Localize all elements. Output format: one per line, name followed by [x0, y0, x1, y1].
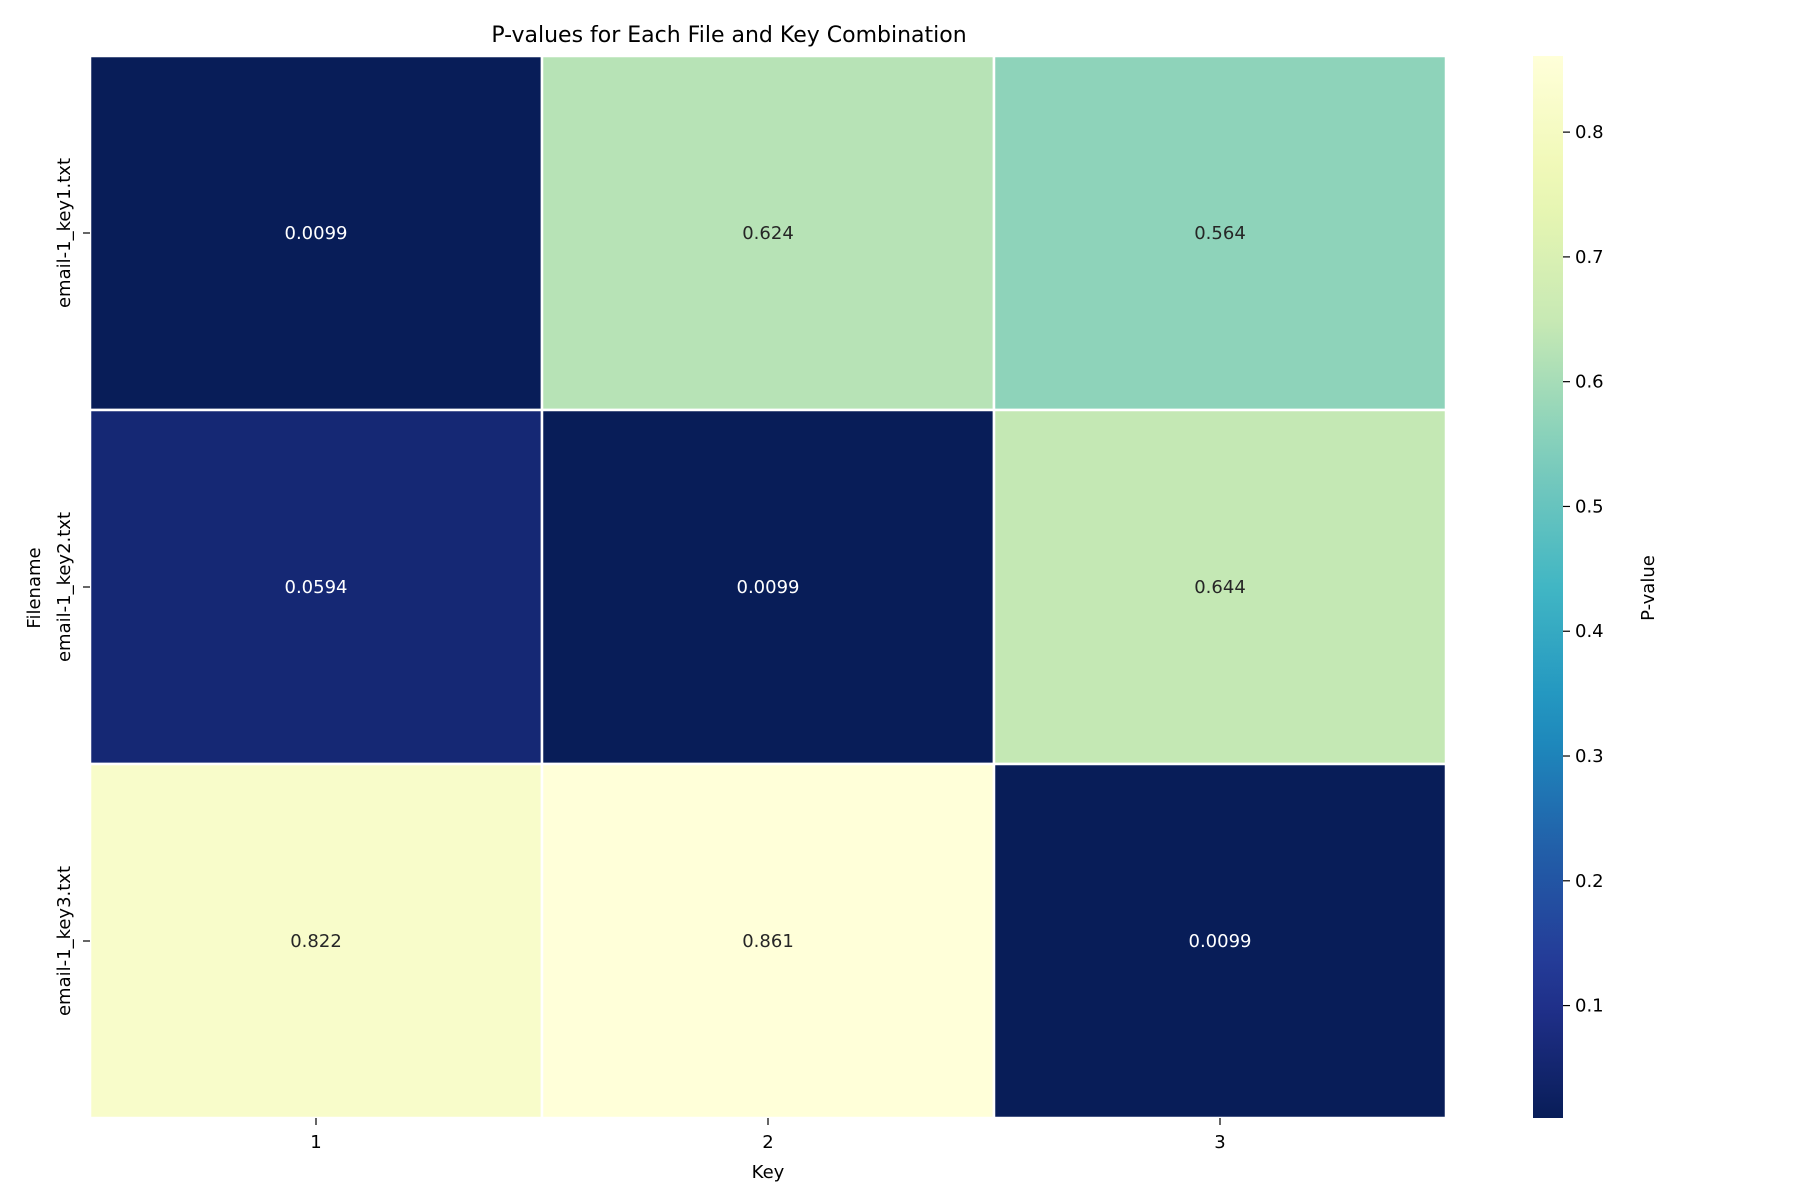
- cell-value-label: 0.822: [290, 931, 342, 952]
- x-tick-label: 1: [310, 1132, 321, 1153]
- heatmap-cell: [540, 408, 996, 766]
- cell-value-label: 0.861: [742, 931, 794, 952]
- y-axis-label: Filename: [24, 547, 45, 628]
- heatmap-cell: [88, 54, 544, 412]
- cell-value-label: 0.564: [1194, 223, 1246, 244]
- colorbar-tick-label: 0.6: [1575, 372, 1604, 393]
- heatmap-cell: [992, 408, 1448, 766]
- x-axis-ticks: 1 2 3: [310, 1118, 1226, 1153]
- heatmap-cell: [88, 762, 544, 1120]
- x-tick-label: 3: [1214, 1132, 1225, 1153]
- heatmap-cell: [540, 54, 996, 412]
- colorbar-tick-label: 0.8: [1575, 122, 1604, 143]
- cell-value-label: 0.0099: [737, 577, 800, 598]
- chart-title: P-values for Each File and Key Combinati…: [491, 23, 966, 48]
- heatmap-cell: [88, 408, 544, 766]
- x-tick-label: 2: [762, 1132, 773, 1153]
- y-axis-ticks: email-1_key1.txt email-1_key2.txt email-1_…: [54, 158, 90, 1016]
- cell-value-label: 0.0594: [285, 577, 348, 598]
- colorbar-tick-label: 0.7: [1575, 247, 1604, 268]
- colorbar: [1533, 56, 1563, 1118]
- heatmap-cell: [540, 762, 996, 1120]
- cell-value-label: 0.0099: [285, 223, 348, 244]
- colorbar-tick-label: 0.1: [1575, 996, 1604, 1017]
- cell-value-label: 0.0099: [1189, 931, 1252, 952]
- cell-value-label: 0.624: [742, 223, 794, 244]
- cell-value-label: 0.644: [1194, 577, 1246, 598]
- colorbar-tick-label: 0.5: [1575, 496, 1604, 517]
- heatmap-cells: 0.0099 0.624 0.564 0.0594 0.0099 0.644 0.822 0.…: [88, 54, 1448, 1120]
- colorbar-tick-label: 0.4: [1575, 621, 1604, 642]
- y-tick-label: email-1_key1.txt: [54, 158, 75, 308]
- colorbar-tick-label: 0.2: [1575, 871, 1604, 892]
- colorbar-ticks: 0.1 0.2 0.3 0.4 0.5 0.6 0.7 0.8: [1563, 122, 1604, 1017]
- y-tick-label: email-1_key3.txt: [54, 866, 75, 1016]
- colorbar-label: P-value: [1638, 555, 1659, 621]
- y-tick-label: email-1_key2.txt: [54, 512, 75, 662]
- colorbar-tick-label: 0.3: [1575, 746, 1604, 767]
- x-axis-label: Key: [752, 1162, 785, 1183]
- heatmap-cell: [992, 54, 1448, 412]
